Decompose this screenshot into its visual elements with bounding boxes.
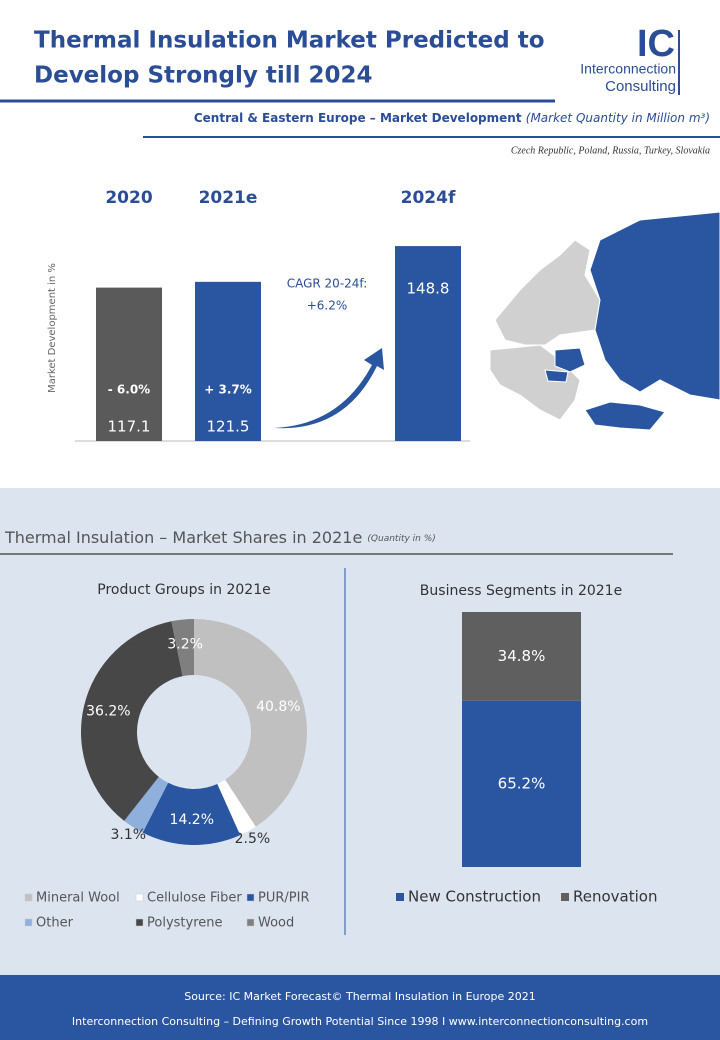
growth-arrow — [274, 348, 384, 429]
legend-label: Cellulose Fiber — [147, 891, 242, 906]
footer-background — [0, 975, 720, 1040]
map-region — [584, 401, 666, 431]
logo-mark: IC — [637, 23, 675, 65]
legend-swatch — [135, 893, 144, 902]
legend-label: New Construction — [408, 888, 541, 906]
chart-title: Business Segments in 2021e — [420, 583, 622, 599]
value-label: 3.1% — [111, 827, 147, 843]
chart-title: Product Groups in 2021e — [97, 582, 270, 598]
legend-swatch — [135, 918, 144, 927]
title-line: Develop Strongly till 2024 — [34, 63, 373, 89]
cagr-label: CAGR 20-24f: — [287, 277, 368, 291]
x-tick-label: 2021e — [199, 188, 258, 208]
value-label: 148.8 — [407, 280, 450, 298]
cagr-value: +6.2% — [307, 299, 348, 313]
legend-swatch — [246, 918, 255, 927]
heading-note: (Market Quantity in Million m³) — [526, 111, 710, 125]
map-region — [544, 369, 569, 383]
donut-slice — [194, 619, 308, 827]
map-region — [589, 211, 720, 401]
x-tick-label: 2020 — [105, 188, 152, 208]
countries: Czech Republic, Poland, Russia, Turkey, … — [511, 145, 710, 156]
legend-label: Other — [36, 916, 74, 931]
donut-slice — [171, 619, 194, 677]
footer-source: Source: IC Market Forecast© Thermal Insu… — [184, 990, 536, 1003]
value-label: 2.5% — [235, 831, 271, 847]
legend-label: Wood — [258, 916, 294, 931]
value-label: 121.5 — [207, 418, 250, 436]
legend-swatch — [561, 893, 569, 901]
value-label: 65.2% — [498, 774, 546, 792]
value-label: 117.1 — [108, 418, 151, 436]
bar — [195, 281, 261, 441]
section-heading: Thermal Insulation – Market Shares in 20… — [4, 528, 436, 547]
bar — [395, 246, 461, 441]
y-axis-label: Market Development in % — [47, 263, 58, 393]
legend-swatch — [396, 893, 404, 901]
donut-slice — [142, 782, 241, 845]
legend-label: Polystyrene — [147, 916, 223, 931]
value-label: 36.2% — [86, 704, 130, 720]
map-region — [554, 347, 586, 373]
title-line: Thermal Insulation Market Predicted to — [34, 28, 545, 54]
change-label: + 3.7% — [204, 383, 252, 397]
donut-slice — [81, 621, 183, 821]
legend-swatch — [246, 893, 255, 902]
value-label: 14.2% — [170, 812, 214, 828]
legend-label: PUR/PIR — [258, 891, 309, 906]
legend-label: Renovation — [573, 888, 657, 906]
logo-text: Interconnection — [580, 61, 676, 77]
europe-map — [489, 211, 720, 431]
heading-note: (Quantity in %) — [367, 534, 435, 544]
legend-swatch — [24, 893, 33, 902]
value-label: 34.8% — [498, 647, 546, 665]
heading-text: Thermal Insulation – Market Shares in 20… — [4, 528, 362, 547]
section-heading: Central & Eastern Europe – Market Develo… — [194, 111, 710, 125]
legend-label: Mineral Wool — [36, 891, 120, 906]
heading-text: Central & Eastern Europe – Market Develo… — [194, 111, 522, 125]
donut-slice — [217, 779, 256, 836]
bar — [96, 287, 162, 441]
donut-slice — [124, 776, 169, 833]
logo-text: Consulting — [605, 78, 676, 95]
bar-segment — [462, 612, 581, 701]
x-tick-label: 2024f — [401, 188, 456, 208]
value-label: 40.8% — [256, 699, 300, 715]
value-label: 3.2% — [167, 636, 203, 652]
footer-tagline: Interconnection Consulting – Defining Gr… — [72, 1015, 648, 1028]
change-label: - 6.0% — [108, 383, 150, 397]
bar-segment — [462, 700, 581, 867]
legend-swatch — [24, 918, 33, 927]
